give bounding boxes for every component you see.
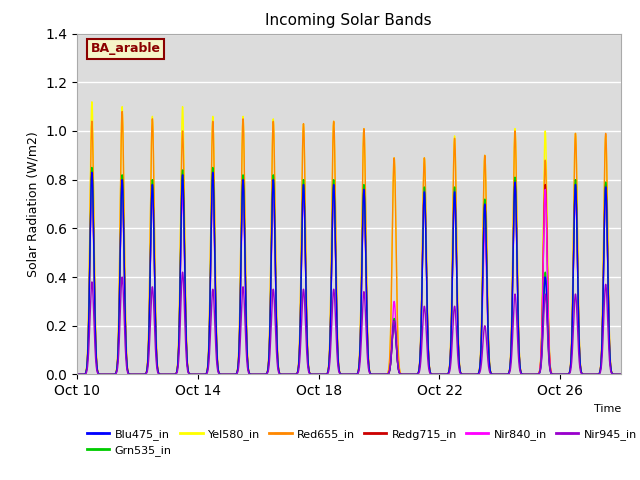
Title: Incoming Solar Bands: Incoming Solar Bands: [266, 13, 432, 28]
X-axis label: Time: Time: [593, 404, 621, 414]
Y-axis label: Solar Radiation (W/m2): Solar Radiation (W/m2): [26, 131, 40, 277]
Legend: Blu475_in, Grn535_in, Yel580_in, Red655_in, Redg715_in, Nir840_in, Nir945_in: Blu475_in, Grn535_in, Yel580_in, Red655_…: [83, 424, 640, 460]
Text: BA_arable: BA_arable: [90, 42, 161, 55]
